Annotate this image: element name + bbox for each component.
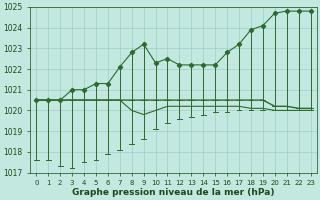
X-axis label: Graphe pression niveau de la mer (hPa): Graphe pression niveau de la mer (hPa) — [72, 188, 275, 197]
